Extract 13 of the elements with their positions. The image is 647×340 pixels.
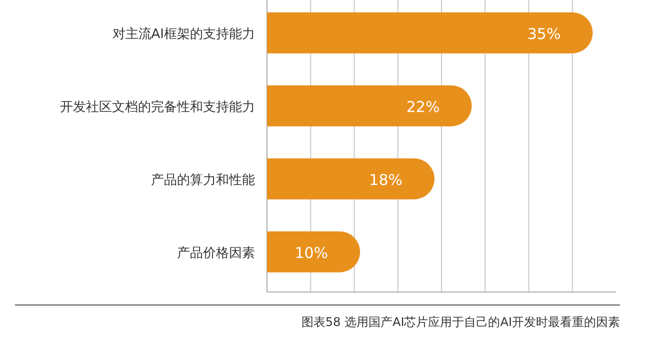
text: 图表58 选用国产AI芯片应用于自己的AI开发时最看重的因素: [301, 315, 620, 329]
y-tick-label: 产品价格因素: [177, 246, 255, 261]
y-tick-label: 对主流AI框架的支持能力: [112, 26, 255, 42]
data-label: 22%: [406, 98, 440, 116]
y-tick-label: 产品的算力和性能: [151, 172, 255, 188]
bar: [267, 158, 434, 200]
bar: [267, 231, 360, 272]
bar: [267, 85, 472, 126]
bar: [267, 12, 593, 54]
data-label: 10%: [294, 244, 328, 262]
data-label: 18%: [369, 170, 403, 189]
data-label: 35%: [527, 24, 561, 43]
y-tick-label: 开发社区文档的完备性和支持能力: [60, 98, 255, 115]
